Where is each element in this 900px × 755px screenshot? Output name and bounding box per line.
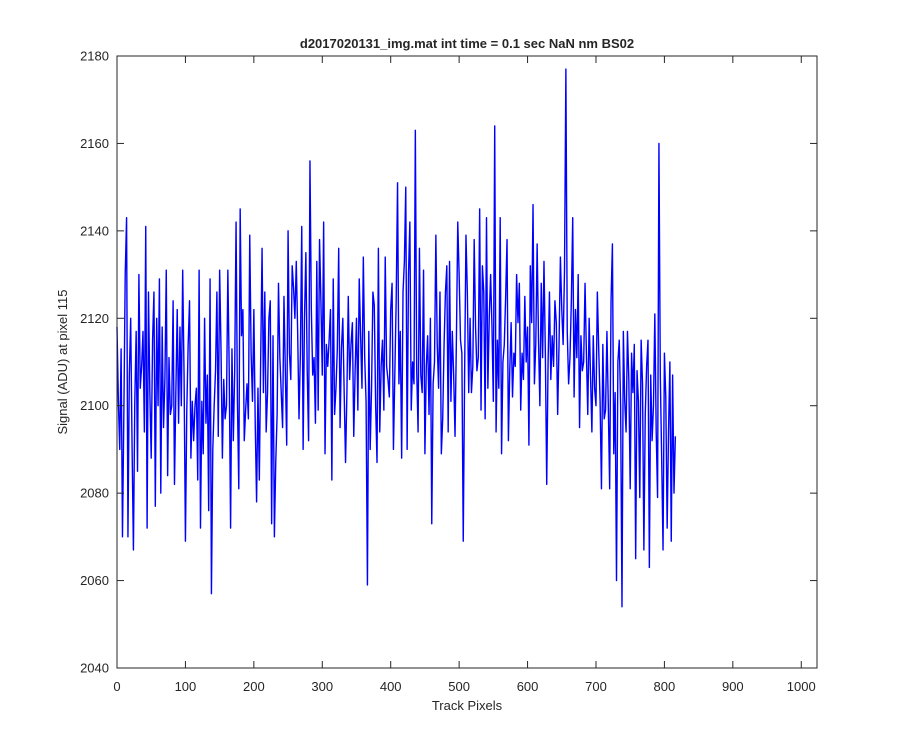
y-tick-label: 2040 (80, 661, 109, 676)
chart-title: d2017020131_img.mat int time = 0.1 sec N… (300, 36, 634, 51)
x-tick-label: 600 (517, 679, 539, 694)
y-tick-label: 2140 (80, 223, 109, 238)
x-tick-label: 100 (175, 679, 197, 694)
x-axis: 0 100 200 300 400 500 600 700 800 900 1000 (113, 56, 816, 694)
x-tick-label: 900 (722, 679, 744, 694)
x-tick-label: 0 (113, 679, 120, 694)
y-tick-label: 2060 (80, 573, 109, 588)
x-tick-label: 500 (448, 679, 470, 694)
plot-area (117, 56, 817, 668)
x-tick-label: 800 (654, 679, 676, 694)
x-tick-label: 400 (380, 679, 402, 694)
series-layer (116, 68, 677, 608)
y-axis: 2040 2060 2080 2100 2120 2140 2160 2180 (80, 49, 817, 676)
y-tick-label: 2080 (80, 486, 109, 501)
x-tick-label: 200 (243, 679, 265, 694)
x-tick-label: 700 (585, 679, 607, 694)
y-tick-label: 2120 (80, 311, 109, 326)
axes-box (116, 55, 818, 669)
y-tick-label: 2100 (80, 398, 109, 413)
y-axis-label: Signal (ADU) at pixel 115 (55, 290, 70, 435)
x-tick-label: 300 (311, 679, 333, 694)
y-tick-label: 2180 (80, 49, 109, 64)
x-axis-label: Track Pixels (432, 698, 503, 713)
x-tick-label: 1000 (787, 679, 816, 694)
series-line-0 (116, 68, 677, 608)
y-tick-label: 2160 (80, 136, 109, 151)
